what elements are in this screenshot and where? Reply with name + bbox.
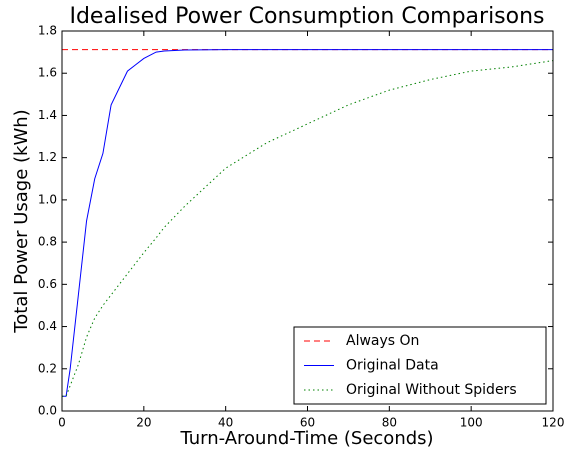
- x-tick-label: 40: [218, 416, 233, 430]
- x-axis-label: Turn-Around-Time (Seconds): [179, 428, 433, 449]
- y-tick-label: 1.0: [38, 192, 57, 206]
- x-tick-label: 60: [300, 416, 315, 430]
- x-tick-label: 120: [542, 416, 565, 430]
- y-axis-label: Total Power Usage (kWh): [11, 109, 32, 333]
- y-tick-label: 1.8: [38, 24, 57, 38]
- x-tick-label: 100: [460, 416, 483, 430]
- y-tick-label: 0.2: [38, 361, 57, 375]
- plot-frame: [61, 30, 554, 412]
- legend-label: Original Data: [346, 358, 439, 374]
- legend-label: Original Without Spiders: [346, 382, 517, 398]
- y-tick-label: 1.2: [38, 150, 57, 164]
- y-tick-label: 0.4: [38, 319, 57, 333]
- legend-box: [293, 326, 547, 405]
- x-tick-label: 0: [58, 416, 66, 430]
- x-tick-label: 80: [382, 416, 397, 430]
- data-line: [62, 49, 553, 397]
- x-tick-label: 20: [136, 416, 151, 430]
- legend-label: Always On: [346, 333, 419, 349]
- y-tick-label: 0.0: [38, 404, 57, 418]
- y-tick-label: 0.8: [38, 235, 57, 249]
- y-tick-label: 1.4: [38, 108, 57, 122]
- chart-title: Idealised Power Consumption Comparisons: [69, 4, 544, 29]
- y-tick-label: 0.6: [38, 277, 57, 291]
- y-tick-label: 1.6: [38, 66, 57, 80]
